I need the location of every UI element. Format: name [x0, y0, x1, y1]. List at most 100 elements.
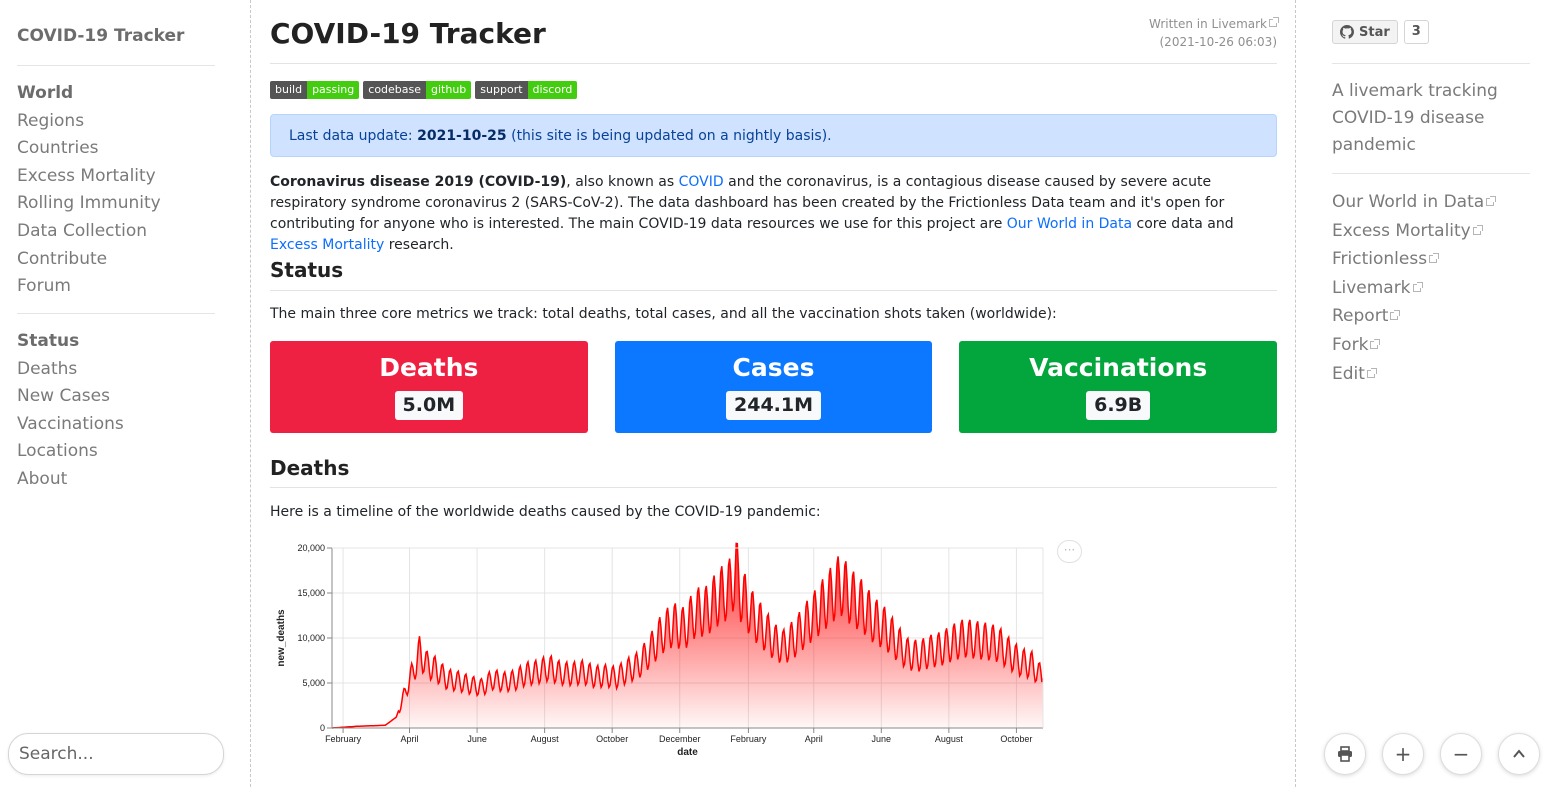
sidebar-item-deaths[interactable]: Deaths: [17, 358, 78, 379]
right-sidebar: Star 3 A livemark tracking COVID-19 dise…: [1295, 0, 1551, 787]
alert-suffix: (this site is being updated on a nightly…: [506, 128, 832, 144]
badge-key: support: [475, 81, 528, 99]
external-link-icon: [1390, 310, 1401, 321]
x-tick-label: February: [325, 734, 362, 744]
status-heading: Status: [270, 258, 344, 282]
intro-paragraph: Coronavirus disease 2019 (COVID-19), als…: [270, 172, 1277, 256]
sidebar-item-rolling-immunity[interactable]: Rolling Immunity: [17, 193, 161, 214]
deaths-heading: Deaths: [270, 456, 350, 480]
site-description: A livemark tracking COVID-19 disease pan…: [1332, 81, 1498, 155]
divider: [17, 313, 215, 314]
link-frictionless[interactable]: Frictionless: [1332, 245, 1494, 274]
deaths-text: Here is a timeline of the worldwide deat…: [270, 504, 821, 520]
sidebar-item-locations[interactable]: Locations: [17, 441, 98, 462]
badges: build passing codebase github support discord: [270, 81, 578, 99]
chart-actions-button[interactable]: ···: [1057, 540, 1082, 563]
badge-codebase[interactable]: codebase github: [363, 81, 472, 99]
divider: [1332, 63, 1530, 64]
x-tick-label: August: [531, 734, 560, 744]
x-tick-label: April: [401, 734, 419, 744]
zoom-in-button[interactable]: +: [1382, 733, 1424, 775]
deaths-area: [332, 543, 1043, 728]
alert-date: 2021-10-25: [417, 128, 507, 144]
intro-text: core data and: [1132, 216, 1234, 232]
intro-text: and the coronavirus, is a contagious dis…: [270, 174, 1225, 232]
status-text: The main three core metrics we track: to…: [270, 306, 1057, 322]
badge-key: codebase: [363, 81, 427, 99]
external-link-icon: [1366, 367, 1377, 378]
sidebar-item-world[interactable]: World: [17, 83, 74, 103]
alert-prefix: Last data update:: [289, 128, 418, 144]
link-edit[interactable]: Edit: [1332, 360, 1494, 389]
covid-link[interactable]: COVID: [678, 174, 724, 190]
data-update-alert: Last data update: 2021-10-25 (this site …: [270, 114, 1277, 157]
sidebar-brand[interactable]: COVID-19 Tracker: [17, 26, 185, 46]
link-report[interactable]: Report: [1332, 302, 1494, 331]
sidebar-item-forum[interactable]: Forum: [17, 276, 71, 297]
page-title: COVID-19 Tracker: [270, 17, 546, 50]
link-label: Frictionless: [1332, 249, 1428, 270]
zoom-out-button[interactable]: −: [1440, 733, 1482, 775]
sidebar-item-status[interactable]: Status: [17, 331, 80, 351]
badge-value: passing: [307, 81, 360, 99]
deaths-line: [331, 542, 1044, 729]
link-label: Edit: [1332, 363, 1365, 384]
external-link-icon: [1472, 224, 1483, 235]
excess-mortality-link[interactable]: Excess Mortality: [270, 237, 385, 253]
link-excess-mortality[interactable]: Excess Mortality: [1332, 217, 1494, 246]
metric-title: Deaths: [379, 353, 479, 382]
badge-build[interactable]: build passing: [270, 81, 360, 99]
metric-value: 6.9B: [1086, 391, 1151, 420]
sidebar-item-new-cases[interactable]: New Cases: [17, 386, 110, 407]
written-in-link[interactable]: Written in Livemark: [1149, 17, 1267, 31]
print-button[interactable]: [1324, 733, 1366, 775]
metric-title: Vaccinations: [1029, 353, 1208, 382]
link-label: Livemark: [1332, 277, 1411, 298]
divider: [17, 65, 215, 66]
metric-cards: Deaths 5.0M Cases 244.1M Vaccinations 6.9B: [270, 341, 1278, 433]
metric-value: 244.1M: [726, 391, 822, 420]
search-input[interactable]: [8, 733, 224, 775]
external-link-icon: [1370, 338, 1381, 349]
sidebar-item-data-collection[interactable]: Data Collection: [17, 220, 148, 241]
github-icon: [1340, 25, 1354, 39]
link-label: Report: [1332, 306, 1389, 327]
divider: [1332, 173, 1530, 174]
sidebar-item-regions[interactable]: Regions: [17, 110, 85, 131]
sidebar-item-vaccinations[interactable]: Vaccinations: [17, 413, 124, 434]
external-link-icon: [1486, 196, 1497, 206]
link-livemark[interactable]: Livemark: [1332, 274, 1494, 303]
sidebar-item-about[interactable]: About: [17, 468, 68, 489]
divider: [270, 290, 1277, 291]
link-label: Fork: [1332, 334, 1369, 355]
link-our-world-in-data[interactable]: Our World in Data: [1332, 188, 1497, 217]
main-content: COVID-19 Tracker Written in Livemark (20…: [270, 0, 1279, 787]
link-fork[interactable]: Fork: [1332, 331, 1494, 360]
our-world-in-data-link[interactable]: Our World in Data: [1006, 216, 1133, 232]
metric-card-deaths: Deaths 5.0M: [270, 341, 588, 433]
x-tick-label: August: [935, 734, 964, 744]
sidebar-item-excess-mortality[interactable]: Excess Mortality: [17, 165, 156, 186]
star-count[interactable]: 3: [1403, 20, 1429, 44]
metric-value: 5.0M: [394, 391, 464, 420]
printer-icon: [1338, 746, 1352, 762]
scroll-top-button[interactable]: [1498, 733, 1540, 775]
x-tick-label: February: [730, 734, 767, 744]
minus-icon: −: [1452, 742, 1470, 766]
github-star-button[interactable]: Star: [1332, 20, 1398, 44]
x-tick-label: April: [805, 734, 823, 744]
plus-icon: +: [1394, 742, 1412, 766]
external-link-icon: [1269, 17, 1279, 27]
x-tick-label: December: [659, 734, 701, 744]
metric-title: Cases: [732, 353, 815, 382]
sidebar-item-contribute[interactable]: Contribute: [17, 248, 108, 269]
sidebar-item-countries[interactable]: Countries: [17, 138, 99, 159]
badge-support[interactable]: support discord: [475, 81, 578, 99]
x-tick-label: October: [1000, 734, 1032, 744]
x-tick-label: June: [467, 734, 487, 744]
badge-value: github: [426, 81, 472, 99]
written-in-note: Written in Livemark (2021-10-26 06:03): [1149, 15, 1279, 51]
link-label: Excess Mortality: [1332, 220, 1471, 241]
written-date: (2021-10-26 06:03): [1159, 35, 1278, 49]
star-label: Star: [1359, 24, 1390, 40]
